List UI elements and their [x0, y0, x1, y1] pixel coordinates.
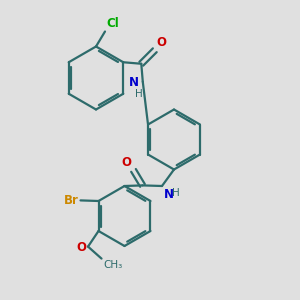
- Text: N: N: [164, 188, 173, 200]
- Text: O: O: [121, 156, 131, 169]
- Text: O: O: [76, 241, 86, 254]
- Text: H: H: [172, 188, 180, 197]
- Text: Cl: Cl: [106, 17, 119, 30]
- Text: N: N: [129, 76, 139, 89]
- Text: H: H: [135, 89, 143, 99]
- Text: Br: Br: [64, 194, 79, 207]
- Text: O: O: [156, 36, 166, 49]
- Text: CH₃: CH₃: [103, 260, 122, 270]
